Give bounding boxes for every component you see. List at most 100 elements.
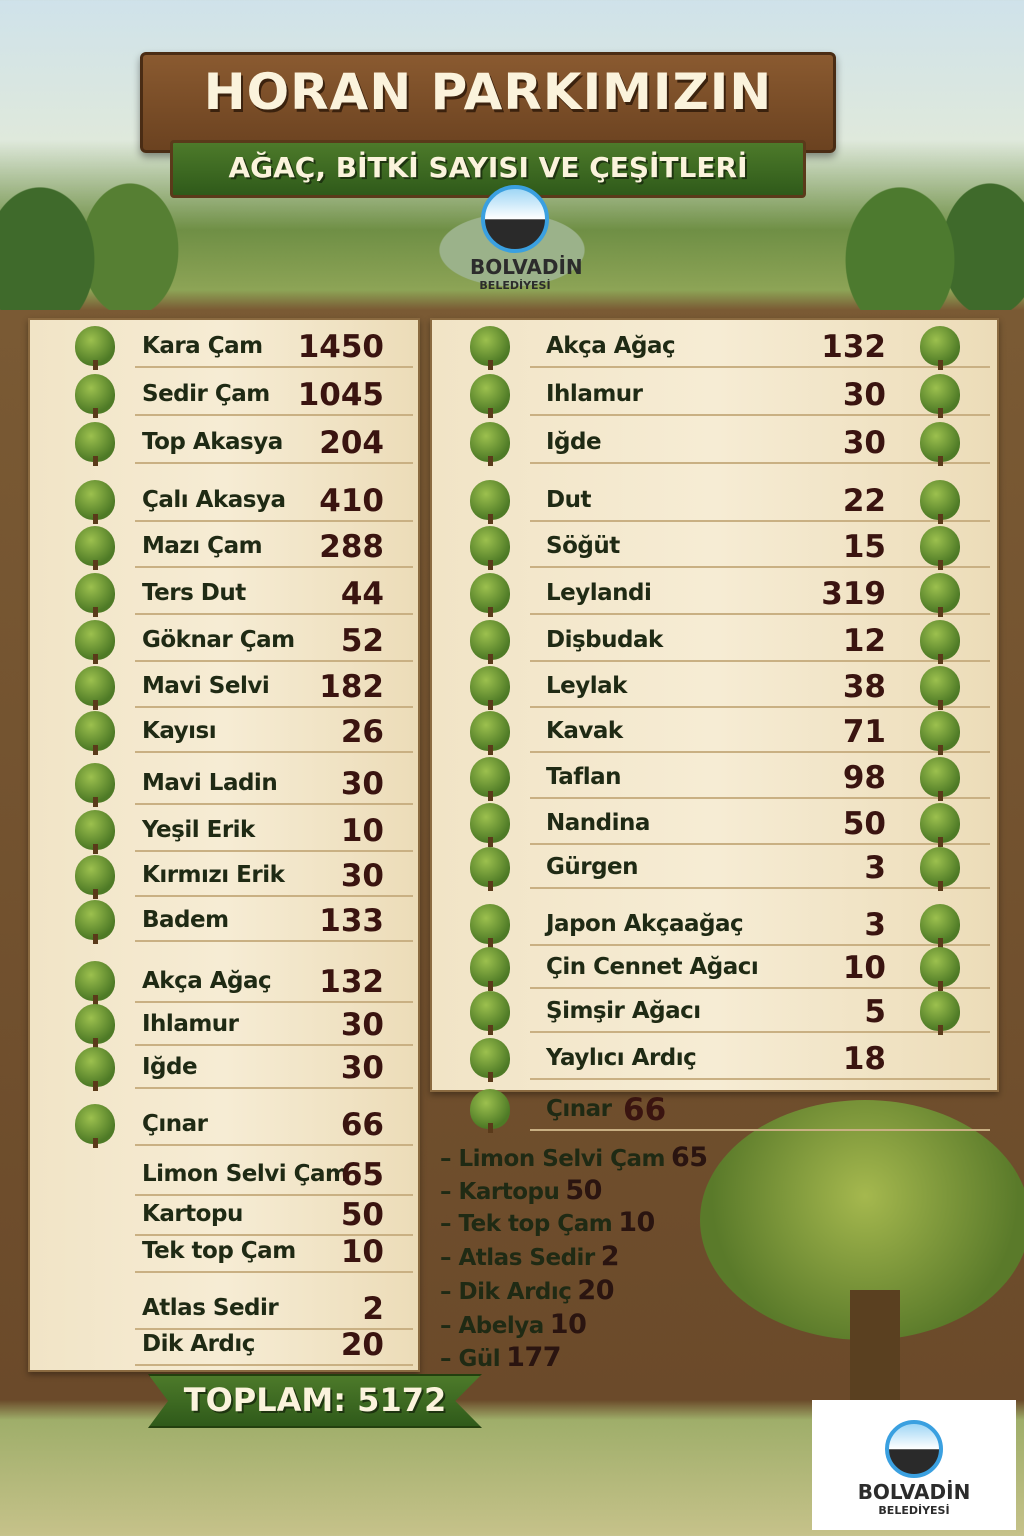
tree-icon [920,374,960,418]
plant-name: Kırmızı Erik [142,862,285,888]
plant-name: Söğüt [546,533,620,559]
page-title: HORAN PARKIMIZIN [203,63,773,121]
tree-icon [920,666,960,710]
list-row [530,902,990,946]
plant-name: Mazı Çam [142,533,263,559]
plant-name: – Dik Ardıç [440,1279,572,1305]
plant-count: 1045 [297,377,384,413]
tree-icon [470,326,510,370]
plant-name: Limon Selvi Çam [142,1161,349,1187]
plant-count: 50 [340,1197,384,1233]
list-row [135,1322,413,1366]
tree-icon [75,620,115,664]
plant-count: 30 [340,858,384,894]
list-row [135,664,413,708]
tree-icon [920,803,960,847]
plant-name: Kayısı [142,718,217,744]
list-row [530,1087,990,1131]
plant-count: 50 [842,806,886,842]
plant-count: 30 [842,425,886,461]
tree-icon [75,1047,115,1091]
list-row [530,989,990,1033]
list-row [530,801,990,845]
plant-name: Çalı Akasya [142,487,286,513]
tree-icon [470,422,510,466]
plant-count: 10 [842,950,886,986]
logo-subtitle: BELEDİYESİ [479,279,551,292]
plant-count: 10 [618,1207,655,1238]
tree-icon [920,904,960,948]
plant-count: 30 [340,1007,384,1043]
plant-name: Çin Cennet Ağacı [546,954,759,980]
plant-name: – Limon Selvi Çam [440,1146,666,1172]
plant-name: Çınar [546,1096,612,1122]
tree-icon [75,1004,115,1048]
list-row [135,853,413,897]
plant-count: 18 [842,1041,886,1077]
list-row [530,709,990,753]
plant-count: 65 [340,1157,384,1193]
plant-name: Çınar [142,1111,208,1137]
plant-count: 50 [565,1175,602,1206]
page-subtitle: AĞAÇ, BİTKİ SAYISI VE ÇEŞİTLERİ [228,151,748,184]
plant-count: 182 [319,669,384,705]
plant-name: Kara Çam [142,333,263,359]
plant-count: 204 [319,425,384,461]
plant-name: Top Akasya [142,429,283,455]
plant-count: 2 [362,1291,384,1327]
plant-name: Şimşir Ağacı [546,998,701,1024]
right-panel [430,318,999,1092]
plant-name: Yeşil Erik [142,817,255,843]
plant-count: 10 [340,1234,384,1270]
dash-list-item: – Kartopu 50 [440,1175,602,1206]
plant-count: 20 [577,1275,614,1306]
title-sign: HORAN PARKIMIZIN [140,52,836,153]
plant-name: Iğde [546,429,602,455]
plant-count: 319 [821,576,886,612]
subtitle-banner: AĞAÇ, BİTKİ SAYISI VE ÇEŞİTLERİ [170,140,806,198]
tree-icon [75,666,115,710]
total-banner: TOPLAM: 5172 [148,1374,482,1428]
plant-count: 3 [864,850,886,886]
plant-count: 2 [600,1241,620,1272]
plant-name: Leylak [546,673,627,699]
dash-list-item: – Atlas Sedir 2 [440,1241,620,1272]
plant-name: – Gül [440,1346,501,1372]
plant-count: 38 [842,669,886,705]
tree-icon [75,855,115,899]
plant-name: Dut [546,487,591,513]
plant-name: Nandina [546,810,650,836]
plant-name: Badem [142,907,229,933]
tree-icon [470,1038,510,1082]
plant-count: 1450 [297,329,384,365]
tree-icon [470,757,510,801]
plant-name: Ihlamur [546,381,643,407]
list-row [135,709,413,753]
tree-icon [920,947,960,991]
corner-logo: BOLVADİN BELEDİYESİ [812,1400,1016,1530]
plant-count: 10 [340,813,384,849]
dash-list-item: – Limon Selvi Çam 65 [440,1142,708,1173]
tree-icon [920,620,960,664]
list-row [530,618,990,662]
tree-icon [75,422,115,466]
list-row [530,1036,990,1080]
tree-icon [470,947,510,991]
plant-count: 30 [842,377,886,413]
list-row [530,524,990,568]
list-row [135,959,413,1003]
list-row [135,1102,413,1146]
tree-icon [920,573,960,617]
logo-name: BOLVADİN [857,1480,971,1504]
list-row [135,1286,413,1330]
plant-count: 288 [319,529,384,565]
plant-name: Dişbudak [546,627,663,653]
plant-name: Kartopu [142,1201,243,1227]
list-row [135,808,413,852]
tree-icon [920,847,960,891]
tree-icon [470,1089,510,1133]
plant-name: – Kartopu [440,1179,560,1205]
logo-emblem-icon [885,1420,943,1478]
plant-name: Yaylıcı Ardıç [546,1045,697,1071]
list-row [135,618,413,662]
